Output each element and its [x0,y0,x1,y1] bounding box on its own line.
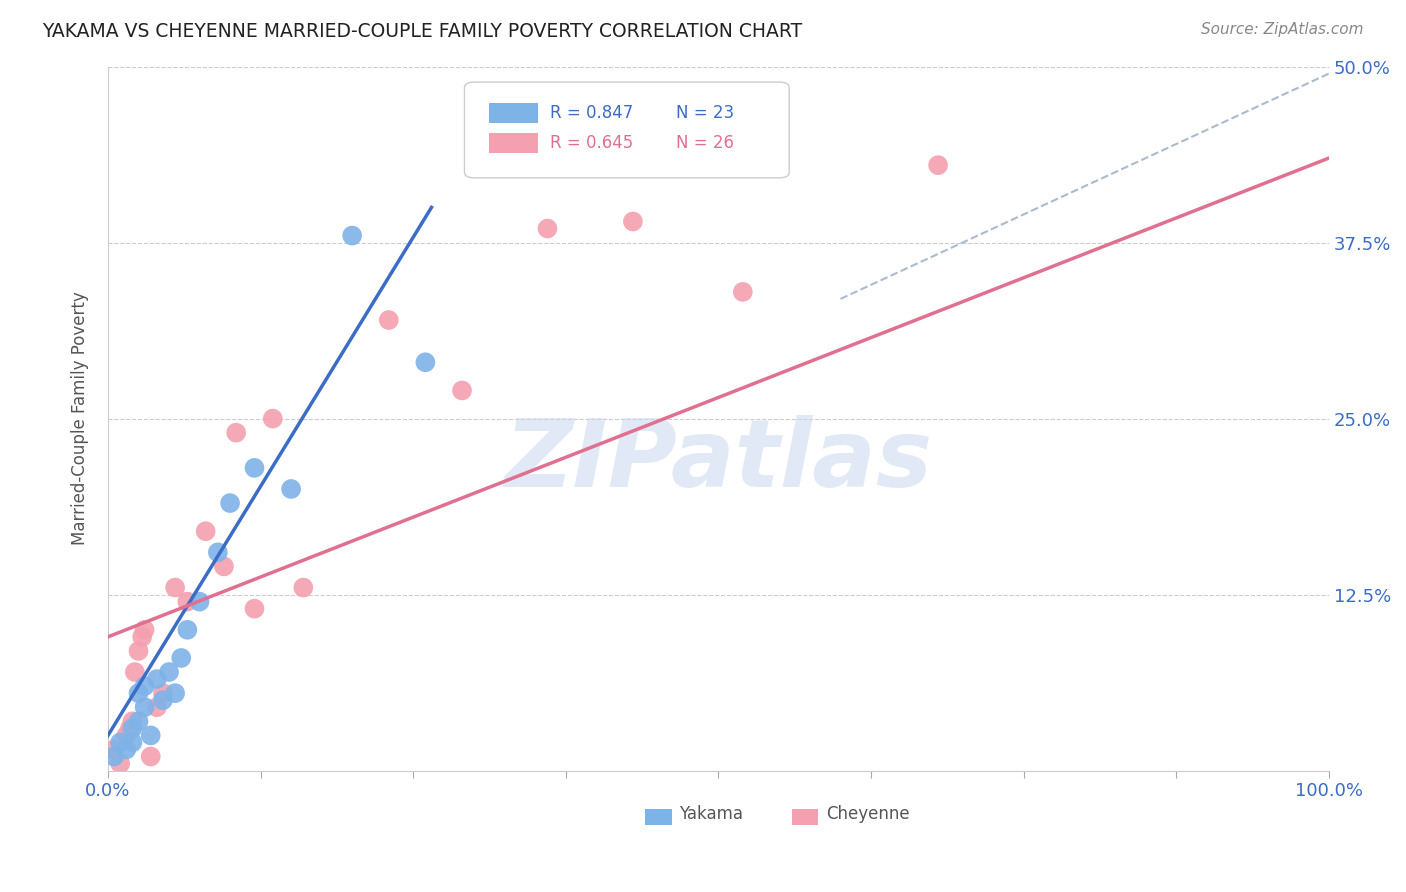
Point [108,735,131,749]
Point [219,496,242,510]
Point [139,728,162,742]
Point [165,686,187,700]
Point [927,158,949,172]
Point [451,384,474,398]
Point [378,313,401,327]
Point [243,601,266,615]
Point [207,545,229,559]
Bar [792,809,818,825]
Point [152,686,174,700]
Text: R = 0.645: R = 0.645 [550,135,633,153]
Point [139,749,162,764]
Point [108,756,131,771]
Point [118,722,141,736]
Point [292,581,315,595]
Text: Source: ZipAtlas.com: Source: ZipAtlas.com [1201,22,1364,37]
Text: R = 0.847: R = 0.847 [550,104,633,122]
Point [128,714,150,729]
Point [134,679,156,693]
Point [194,524,217,539]
Point [340,228,363,243]
Text: Yakama: Yakama [679,805,744,823]
Point [415,355,437,369]
Point [212,559,235,574]
Text: ZIPatlas: ZIPatlas [505,415,932,507]
Point [131,630,153,644]
Bar [489,103,537,123]
Point [165,581,187,595]
Bar [489,134,537,153]
Y-axis label: Married-Couple Family Poverty: Married-Couple Family Poverty [72,292,89,546]
Point [134,700,156,714]
Point [128,686,150,700]
Point [176,594,198,608]
Point [621,214,644,228]
Text: N = 23: N = 23 [676,104,734,122]
Point [262,411,284,425]
Point [121,722,143,736]
Point [115,728,138,742]
Point [134,623,156,637]
Point [152,693,174,707]
Point [146,700,169,714]
Point [115,742,138,756]
Text: Cheyenne: Cheyenne [825,805,910,823]
Point [121,735,143,749]
Point [103,749,125,764]
Point [536,221,558,235]
Text: YAKAMA VS CHEYENNE MARRIED-COUPLE FAMILY POVERTY CORRELATION CHART: YAKAMA VS CHEYENNE MARRIED-COUPLE FAMILY… [42,22,803,41]
Point [128,644,150,658]
FancyBboxPatch shape [464,82,789,178]
Point [121,714,143,729]
Point [280,482,302,496]
Point [124,665,146,679]
Point [176,623,198,637]
Point [731,285,754,299]
Point [225,425,247,440]
Point [103,742,125,756]
Point [170,651,193,665]
Point [146,672,169,686]
Point [243,461,266,475]
Bar [645,809,672,825]
Point [188,594,211,608]
Point [157,665,180,679]
Text: N = 26: N = 26 [676,135,734,153]
